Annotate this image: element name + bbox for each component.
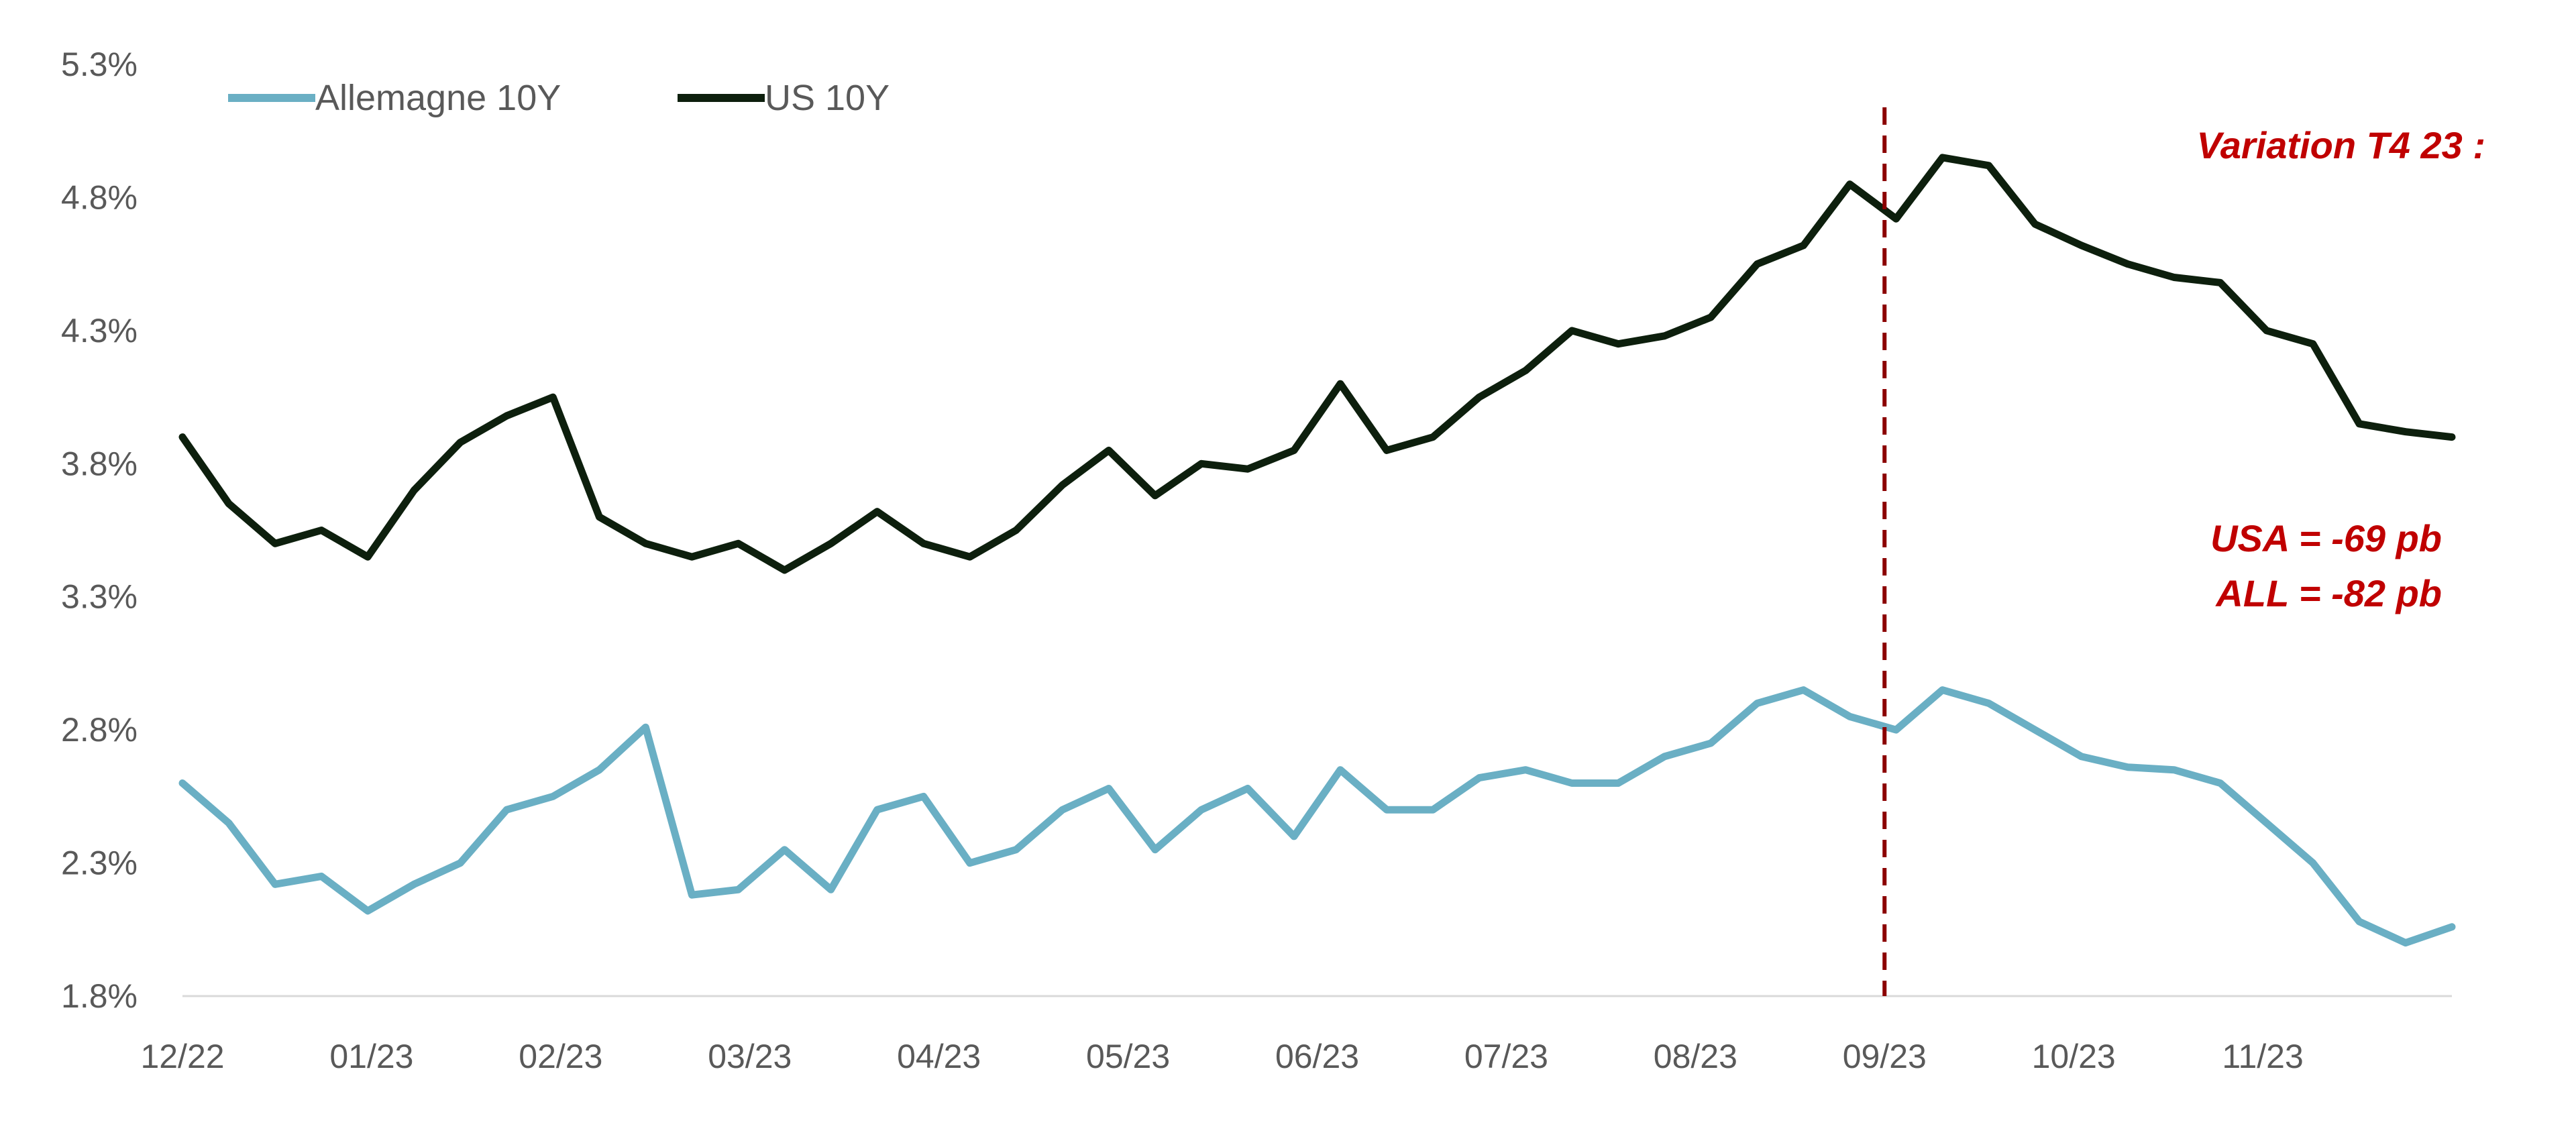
x-tick-label: 09/23	[1843, 1038, 1927, 1075]
x-tick-label: 06/23	[1275, 1038, 1359, 1075]
x-tick-label: 10/23	[2032, 1038, 2116, 1075]
y-tick-label: 3.8%	[61, 445, 138, 482]
y-tick-label: 4.8%	[61, 178, 138, 216]
y-tick-label: 2.3%	[61, 844, 138, 882]
series-line-us	[178, 154, 2456, 574]
series-lines	[178, 154, 2456, 947]
x-tick-label: 08/23	[1654, 1038, 1737, 1075]
annotation-title: Variation T4 23 :	[2197, 124, 2486, 166]
x-tick-label: 12/22	[140, 1038, 224, 1075]
y-tick-label: 2.8%	[61, 711, 138, 749]
annotation: Variation T4 23 : USA = -69 pb ALL = -82…	[2197, 124, 2486, 614]
annotation-all: ALL = -82 pb	[2214, 572, 2442, 614]
x-tick-label: 07/23	[1464, 1038, 1548, 1075]
x-tick-label: 02/23	[519, 1038, 602, 1075]
x-tick-label: 03/23	[708, 1038, 792, 1075]
y-tick-label: 5.3%	[61, 46, 138, 83]
x-tick-label: 04/23	[897, 1038, 981, 1075]
x-tick-label: 01/23	[329, 1038, 413, 1075]
legend: Allemagne 10Y US 10Y	[228, 78, 890, 118]
x-tick-label: 05/23	[1086, 1038, 1170, 1075]
x-tick-label: 11/23	[2222, 1038, 2303, 1075]
y-tick-label: 3.3%	[61, 578, 138, 616]
legend-label-allemagne: Allemagne 10Y	[315, 78, 561, 118]
legend-label-us: US 10Y	[765, 78, 890, 118]
y-tick-label: 1.8%	[61, 977, 138, 1015]
y-tick-label: 4.3%	[61, 312, 138, 349]
series-line-allemagne	[178, 686, 2456, 947]
axes: 1.8% 2.3% 2.8% 3.3% 3.8% 4.3% 4.8% 5.3% 12/22 01/…	[61, 46, 2452, 1075]
annotation-usa: USA = -69 pb	[2210, 517, 2442, 559]
